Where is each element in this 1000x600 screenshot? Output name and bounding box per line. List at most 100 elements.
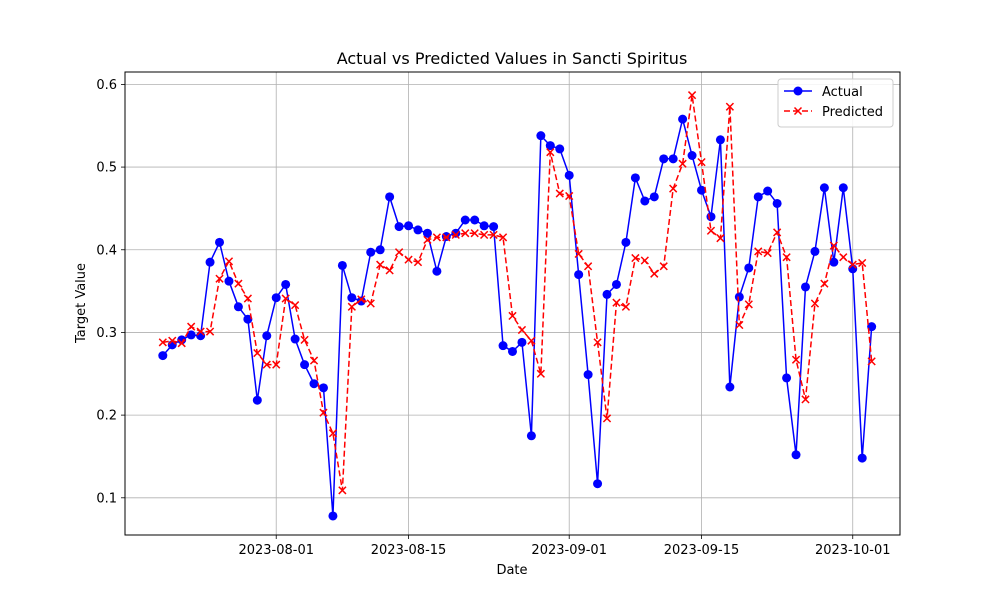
data-point-predicted [376,260,385,269]
data-point-actual [281,279,291,289]
plot-frame [124,71,901,536]
data-point-predicted [394,248,404,257]
series-line-actual [162,118,873,517]
data-point-actual [640,196,650,206]
legend-marker-predicted [793,106,803,116]
data-point-actual [479,221,489,231]
data-point-predicted [432,233,442,242]
data-point-predicted [281,294,290,303]
data-point-actual [838,183,848,193]
data-point-actual [385,192,395,202]
data-point-actual [460,215,470,225]
data-point-predicted [177,339,186,348]
data-point-actual [630,173,640,183]
data-point-predicted [782,253,791,262]
data-point-predicted [659,262,668,271]
data-point-actual [782,373,792,383]
y-tick-label: 0.6 [96,78,117,93]
data-point-predicted [328,429,338,438]
data-point-predicted [527,336,536,345]
data-point-predicted [706,226,716,235]
data-point-actual [432,266,442,276]
data-point-predicted [517,325,527,335]
data-point-predicted [650,269,659,278]
data-point-actual [422,228,432,238]
data-point-actual [337,260,347,270]
data-point-predicted [546,148,555,157]
data-point-predicted [461,229,470,238]
data-point-actual [328,511,338,521]
data-point-predicted [631,253,640,263]
data-point-predicted [754,247,763,256]
x-tick-label: 2023-08-15 [371,543,447,558]
data-point-predicted [319,408,328,417]
data-point-actual [867,322,877,332]
y-tick-label: 0.4 [96,243,117,258]
data-point-predicted [801,395,810,404]
data-point-actual [697,185,707,195]
data-point-actual [517,337,527,347]
data-point-predicted [290,301,300,310]
data-point-predicted [763,248,772,258]
data-point-actual [394,222,404,232]
data-point-predicted [839,253,848,262]
data-point-actual [753,192,763,202]
x-axis-label: Date [496,563,527,578]
data-point-predicted [423,235,432,244]
data-point-predicted [366,299,375,308]
data-point-predicted [168,336,177,345]
data-point-actual [262,331,272,341]
data-point-actual [659,154,669,164]
data-point-actual [243,314,253,324]
data-point-predicted [205,327,215,336]
data-point-actual [158,351,168,361]
data-point-actual [290,334,300,344]
data-point-actual [611,279,621,289]
data-point-actual [829,257,839,267]
data-point-actual [347,293,357,303]
data-point-predicted [867,357,876,366]
data-point-predicted [243,294,252,303]
y-tick-label: 0.2 [96,409,117,424]
data-point-actual [763,186,773,196]
x-tick-label: 2023-08-01 [238,543,314,558]
legend-label-predicted: Predicted [822,105,883,120]
data-point-predicted [413,258,423,267]
data-point-actual [725,382,735,392]
data-point-predicted [583,262,593,271]
data-point-actual [205,257,215,267]
data-point-actual [498,341,508,351]
data-point-predicted [234,279,243,288]
data-point-actual [555,144,565,154]
data-point-predicted [716,234,725,243]
data-point-actual [404,221,414,231]
data-point-actual [366,247,376,257]
data-point-predicted [158,338,167,347]
data-point-actual [413,225,423,235]
data-point-actual [772,198,782,208]
data-point-actual [734,292,744,302]
data-point-predicted [442,233,451,242]
data-point-predicted [612,298,621,307]
data-point-actual [621,237,631,247]
data-point-predicted [470,229,479,238]
data-point-predicted [829,241,838,250]
series-line-predicted [162,94,873,492]
data-point-actual [356,296,366,306]
data-point-predicted [687,91,697,100]
ticks: 2023-08-01 2023-08-15 2023-09-01 2023-09-15… [96,78,890,558]
data-point-predicted [669,184,678,193]
data-point-predicted [593,338,602,347]
data-point-actual [819,183,829,193]
data-point-actual [536,131,546,141]
data-point-actual [489,222,499,232]
data-point-predicted [215,274,224,283]
y-tick-label: 0.3 [96,326,117,341]
data-point-predicted [697,157,706,167]
data-point-predicted [309,356,319,365]
data-point-predicted [791,355,801,364]
data-point-predicted [272,360,281,369]
y-axis-label: Target Value [74,263,89,344]
data-point-actual [470,215,480,225]
